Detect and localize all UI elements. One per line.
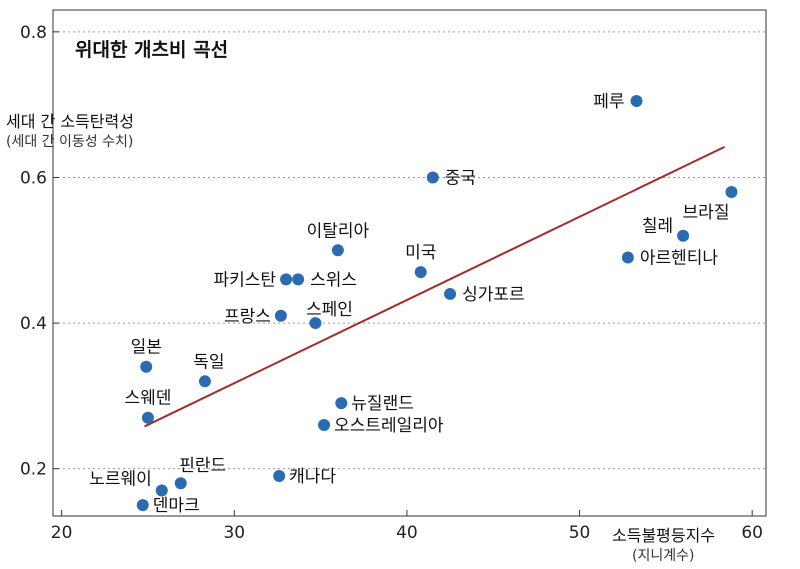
x-tick-label: 40 [396,523,418,543]
data-point [335,397,348,410]
x-tick-label: 50 [569,523,591,543]
data-point [274,309,287,322]
y-axis-sublabel: (세대 간 이동성 수치) [6,134,133,150]
data-point [677,229,690,242]
y-axis: 0.2 0.4 0.6 0.8 [20,23,59,480]
x-axis: 20 30 40 50 60 [51,510,763,543]
data-point [725,186,738,199]
point-label: 프랑스 [224,307,271,327]
data-point [280,273,293,286]
point-label: 스위스 [310,270,357,290]
data-point [155,484,168,497]
point-label: 칠레 [642,217,673,237]
data-points [136,95,738,512]
y-tick-label: 0.8 [20,23,47,43]
data-point [621,251,634,264]
point-label: 캐나다 [289,467,336,487]
y-axis-label: 세대 간 소득탄력성 [6,112,134,131]
data-point [426,171,439,184]
point-label: 이탈리아 [307,221,370,241]
point-label: 핀란드 [179,456,226,476]
grid-lines [53,31,766,470]
x-axis-sublabel: (지니계수) [632,548,694,564]
point-label: 브라질 [683,203,730,223]
point-label: 파키스탄 [214,270,277,290]
data-point [630,95,643,108]
point-label: 뉴질랜드 [351,394,414,414]
point-label: 오스트레일리아 [334,416,444,436]
data-point [136,499,149,512]
point-label: 미국 [405,243,436,263]
point-label: 싱가포르 [462,285,525,305]
data-point [141,411,154,424]
trend-line [144,145,726,428]
point-label: 노르웨이 [89,470,152,490]
x-tick-label: 20 [51,523,73,543]
y-tick-label: 0.6 [20,168,47,188]
y-tick-label: 0.2 [20,460,47,480]
point-label: 스웨덴 [124,389,171,409]
data-point [414,266,427,279]
x-axis-label: 소득불평등지수 [612,526,715,545]
chart-title: 위대한 개츠비 곡선 [75,39,228,61]
point-label: 아르헨티나 [640,249,719,269]
point-label: 독일 [193,352,224,372]
data-point [140,360,153,373]
point-label: 일본 [131,338,162,358]
data-point [292,273,305,286]
data-point [309,317,322,330]
data-point [174,477,187,490]
data-point [198,375,211,388]
y-tick-label: 0.4 [20,314,47,334]
plot-frame [52,9,767,517]
point-label: 중국 [445,168,476,188]
x-tick-label: 30 [223,523,245,543]
data-point [331,244,344,257]
point-label: 페루 [593,92,624,112]
point-label: 스페인 [306,300,353,320]
data-point [444,287,457,300]
data-point [318,418,331,431]
data-point [273,469,286,482]
x-tick-label: 60 [741,523,763,543]
point-label: 덴마크 [153,496,200,516]
